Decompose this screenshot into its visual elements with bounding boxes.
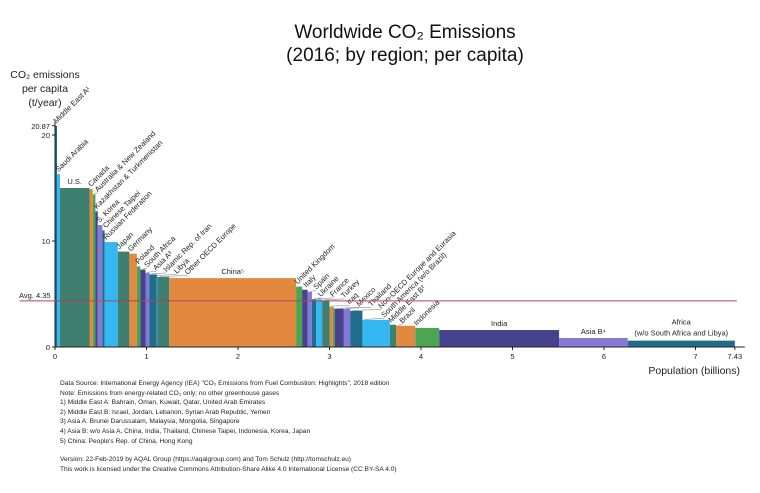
- bar: [145, 272, 150, 347]
- bar: [332, 307, 335, 347]
- note-line: 3) Asia A: Brunei Darussalam, Malaysia, …: [60, 418, 240, 426]
- bar: [329, 306, 333, 347]
- y-axis-title-line-3: (t/year): [28, 97, 61, 109]
- bar-label: China⁵: [221, 267, 244, 276]
- y-axis-title-line-1: CO₂ emissions: [10, 69, 79, 81]
- bar: [415, 327, 440, 347]
- label-leader-line: [313, 297, 321, 300]
- label-leader-line: [324, 298, 344, 301]
- bar: [104, 242, 118, 347]
- bar: [389, 324, 397, 347]
- label-leader-line: [309, 290, 317, 292]
- label-leader-line: [157, 274, 177, 276]
- label-leader-line: [318, 297, 333, 300]
- label-leader-line: [94, 192, 98, 195]
- bar: [334, 308, 344, 347]
- x-tick-label: 2: [236, 352, 240, 361]
- label-leader-line: [147, 271, 157, 273]
- note-line: 4) Asia B: w/o Asia A, China, India, Tha…: [60, 427, 311, 435]
- note-line: 2) Middle East B: Israel, Jordan, Lebano…: [60, 408, 271, 416]
- bar: [559, 337, 628, 347]
- x-tick-label: 6: [602, 352, 606, 361]
- credit-line: This work is licensed under the Creative…: [60, 465, 397, 473]
- bar: [129, 253, 137, 347]
- bar-label: Asia B⁴: [581, 327, 606, 336]
- bar: [117, 251, 130, 347]
- x-tick-label: 7.43: [728, 352, 743, 361]
- bar: [102, 230, 105, 347]
- bar: [157, 277, 170, 347]
- label-leader-line: [151, 272, 167, 275]
- chart-title-line-2: (2016; by region; per capita): [286, 45, 524, 66]
- label-leader-line: [142, 267, 148, 270]
- bar: [59, 188, 90, 347]
- bar: [140, 269, 146, 347]
- note-line: Data Source: International Energy Agency…: [60, 380, 390, 387]
- bar: [55, 125, 58, 347]
- bar-label: Australia & New Zealand: [93, 129, 158, 194]
- y-tick-label: 20.87: [31, 122, 50, 131]
- bar: [311, 299, 317, 347]
- bar: [57, 174, 60, 347]
- bar: [316, 299, 323, 347]
- bar: [439, 330, 560, 347]
- x-tick-label: 4: [419, 352, 423, 361]
- bar-sublabel: (w/o South Africa and Libya): [634, 329, 728, 338]
- bar: [149, 274, 157, 347]
- bar: [362, 319, 390, 347]
- bar-label: India: [491, 319, 508, 328]
- x-axis-title: Population (billions): [648, 365, 740, 377]
- x-tick-label: 7: [693, 352, 697, 361]
- y-tick-label: 20: [42, 131, 50, 140]
- bar: [92, 194, 96, 347]
- bar: [307, 291, 312, 347]
- y-tick-label: 0: [46, 343, 50, 352]
- footnotes: Data Source: International Energy Agency…: [60, 379, 397, 474]
- x-tick-label: 0: [53, 352, 57, 361]
- credit-line: Version: 22-Feb-2019 by AQAL Group (http…: [60, 456, 352, 464]
- x-tick-label: 5: [510, 352, 514, 361]
- bar-label: Africa: [672, 318, 692, 327]
- label-leader-line: [336, 307, 360, 309]
- label-leader-line: [331, 304, 350, 307]
- x-tick-label: 1: [144, 352, 148, 361]
- bar: [343, 308, 351, 347]
- label-leader-line: [398, 324, 403, 326]
- bar: [97, 225, 103, 347]
- bar: [350, 310, 363, 347]
- bar: [95, 211, 98, 347]
- bar-label: U.S.: [67, 177, 82, 186]
- label-leader-line: [345, 307, 372, 309]
- label-leader-line: [352, 309, 382, 311]
- label-leader-line: [364, 318, 385, 320]
- average-label: Avg. 4.35: [19, 291, 51, 300]
- bar: [89, 189, 93, 347]
- bar: [627, 340, 735, 347]
- bar-label: Saudi Arabia: [54, 137, 91, 174]
- note-line: 1) Middle East A: Bahrain, Oman, Kuwait,…: [60, 399, 266, 407]
- y-tick-label: 10: [42, 237, 50, 246]
- bar: [136, 266, 141, 347]
- bar: [156, 275, 158, 347]
- bar: [169, 278, 297, 347]
- bar: [396, 325, 416, 347]
- bar: [322, 300, 330, 347]
- note-line: 5) China: People's Rep. of China, Hong K…: [60, 437, 193, 445]
- label-leader-line: [159, 275, 188, 277]
- chart-title-line-1: Worldwide CO₂ Emissions: [294, 22, 515, 43]
- x-tick-label: 3: [327, 352, 331, 361]
- y-axis-title-line-2: per capita: [22, 83, 68, 95]
- note-line: Note: Emissions from energy-related CO₂ …: [60, 389, 280, 397]
- bar: [302, 289, 308, 347]
- bar: [296, 286, 303, 347]
- bars-group: [55, 125, 735, 347]
